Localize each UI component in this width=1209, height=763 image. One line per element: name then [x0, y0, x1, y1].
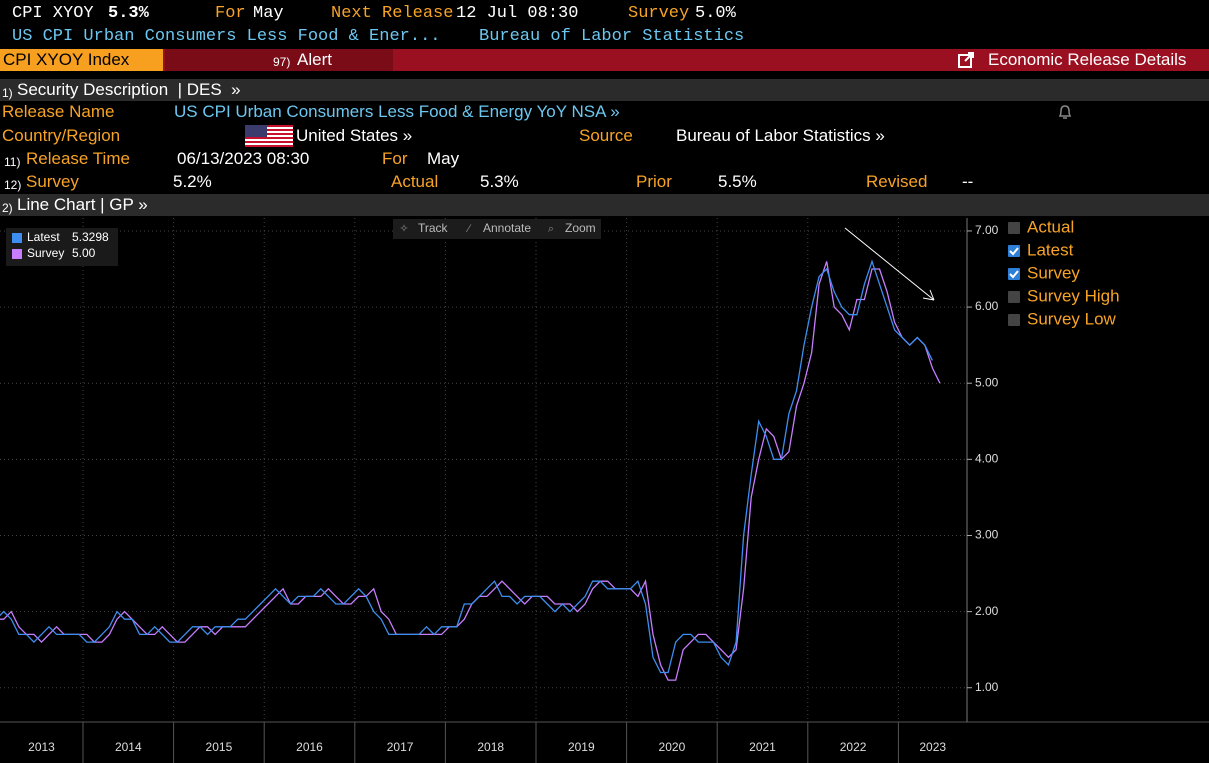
- legend-box: [6, 228, 118, 266]
- label: Next Release: [331, 4, 454, 23]
- legend-label: Survey: [27, 246, 64, 260]
- series-line: [0, 259, 933, 674]
- alert-tab[interactable]: [165, 49, 393, 71]
- toolbar-icon: ⌕: [548, 223, 554, 235]
- y-tick-label: 3.00: [975, 528, 999, 542]
- x-tick-label: 2019: [568, 740, 595, 754]
- section-title[interactable]: Security Description | DES »: [17, 80, 241, 99]
- value: 5.3%: [480, 172, 519, 191]
- y-tick-label: 4.00: [975, 452, 999, 466]
- label: Release Name: [2, 102, 115, 121]
- label: Prior: [636, 172, 672, 191]
- checkbox-label[interactable]: Survey Low: [1027, 309, 1117, 328]
- y-tick-label: 5.00: [975, 375, 999, 389]
- label: Actual: [391, 172, 439, 191]
- legend-value: 5.00: [72, 246, 96, 260]
- legend-value: 5.3298: [72, 230, 109, 244]
- arrow-head: [922, 289, 935, 301]
- x-tick-label: 2023: [919, 740, 946, 754]
- value: 12 Jul 08:30: [456, 4, 579, 23]
- external-icon[interactable]: [957, 51, 975, 69]
- label: Revised: [866, 172, 928, 191]
- toolbar-button[interactable]: Track: [418, 221, 449, 235]
- toolbar-button[interactable]: Zoom: [565, 221, 596, 235]
- section-bar: [0, 194, 1209, 216]
- last-value: 5.3%: [108, 4, 149, 23]
- security-tab[interactable]: [0, 49, 163, 71]
- value[interactable]: US CPI Urban Consumers Less Food & Energ…: [174, 102, 620, 121]
- toolbar-button[interactable]: Annotate: [483, 221, 531, 235]
- x-tick-label: 2022: [840, 740, 867, 754]
- label: For: [215, 4, 246, 23]
- checkbox[interactable]: [1008, 222, 1020, 234]
- toolbar-icon: ✧: [399, 223, 408, 235]
- details-link[interactable]: Economic Release Details: [988, 50, 1187, 69]
- security-tab-label[interactable]: CPI XYOY Index: [3, 50, 130, 69]
- section-bar: [0, 79, 1209, 101]
- value[interactable]: Bureau of Labor Statistics »: [676, 126, 885, 145]
- field-num: 11): [4, 155, 21, 169]
- value: May: [427, 149, 460, 168]
- source: Bureau of Labor Statistics: [479, 27, 745, 46]
- checkbox-label[interactable]: Survey: [1027, 263, 1080, 282]
- x-tick-label: 2020: [659, 740, 686, 754]
- section-num: 2): [2, 201, 13, 215]
- toolbar: [393, 219, 601, 239]
- bell-icon[interactable]: [1056, 103, 1074, 121]
- alert-num: 97): [273, 55, 291, 69]
- x-tick-label: 2016: [296, 740, 323, 754]
- flag-icon: [245, 125, 293, 147]
- legend-label: Latest: [27, 230, 60, 244]
- y-tick-label: 2.00: [975, 604, 999, 618]
- series-line: [0, 261, 941, 681]
- section-title[interactable]: Line Chart | GP »: [17, 195, 148, 214]
- label: For: [382, 149, 408, 168]
- value: 5.5%: [718, 172, 757, 191]
- ticker: CPI XYOY: [12, 4, 94, 23]
- checkbox[interactable]: [1008, 245, 1020, 257]
- value[interactable]: United States »: [296, 126, 413, 145]
- x-tick-label: 2015: [206, 740, 233, 754]
- value: 5.2%: [173, 172, 212, 191]
- x-tick-label: 2021: [749, 740, 776, 754]
- security-name: US CPI Urban Consumers Less Food & Ener.…: [12, 27, 441, 46]
- section-num: 1): [2, 86, 13, 100]
- checkbox[interactable]: [1008, 291, 1020, 303]
- checkbox[interactable]: [1008, 314, 1020, 326]
- label: Source: [579, 126, 633, 145]
- y-tick-label: 7.00: [975, 223, 999, 237]
- label: Country/Region: [2, 126, 121, 145]
- checkbox-label[interactable]: Latest: [1027, 240, 1074, 259]
- value: 5.0%: [695, 4, 736, 23]
- annotation-arrow: [844, 227, 935, 301]
- checkbox[interactable]: [1008, 268, 1020, 280]
- value: --: [962, 172, 974, 191]
- legend-swatch: [12, 249, 22, 259]
- y-tick-label: 1.00: [975, 680, 999, 694]
- checkbox-label[interactable]: Survey High: [1027, 286, 1120, 305]
- value: 06/13/2023 08:30: [177, 149, 310, 168]
- x-tick-label: 2013: [28, 740, 55, 754]
- checkbox-label[interactable]: Actual: [1027, 217, 1074, 236]
- y-tick-label: 6.00: [975, 299, 999, 313]
- toolbar-icon: ∕: [465, 223, 472, 235]
- value: May: [253, 4, 284, 23]
- label: Survey: [26, 172, 79, 191]
- legend-swatch: [12, 233, 22, 243]
- field-num: 12): [4, 178, 22, 192]
- label: Release Time: [26, 149, 130, 168]
- check: [1009, 270, 1019, 279]
- label: Survey: [628, 4, 690, 23]
- x-tick-label: 2014: [115, 740, 142, 754]
- check: [1009, 247, 1019, 256]
- alert-label[interactable]: Alert: [297, 50, 332, 69]
- x-tick-label: 2018: [477, 740, 504, 754]
- x-tick-label: 2017: [387, 740, 414, 754]
